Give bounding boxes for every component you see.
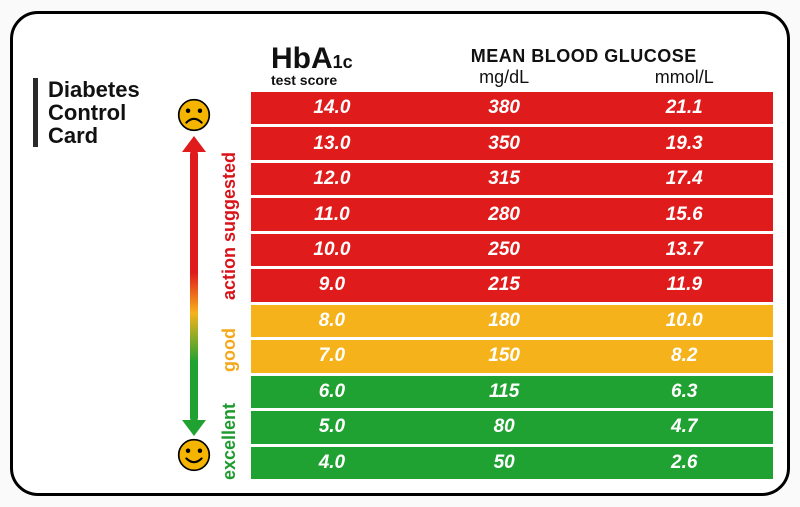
cell-mmol: 19.3 [596, 133, 773, 155]
right-panel: HbA1c test score MEAN BLOOD GLUCOSE mg/d… [251, 24, 773, 479]
cell-mgdl: 250 [413, 239, 596, 261]
section-label: excellent [219, 382, 240, 480]
cell-mmol: 2.6 [596, 452, 773, 474]
cell-mgdl: 115 [413, 381, 596, 403]
title-line-2: Control [48, 101, 140, 124]
cell-mmol: 13.7 [596, 239, 773, 261]
section-label: action suggested [219, 106, 240, 300]
cell-mmol: 6.3 [596, 381, 773, 403]
cell-mmol: 17.4 [596, 168, 773, 190]
table-row: 5.0804.7 [251, 411, 773, 446]
hba1c-sub: 1c [333, 52, 353, 72]
table-row: 9.021511.9 [251, 269, 773, 304]
hba1c-main: HbA [271, 42, 333, 75]
table-row: 14.038021.1 [251, 92, 773, 127]
cell-mgdl: 80 [413, 416, 596, 438]
cell-mgdl: 50 [413, 452, 596, 474]
card-title: Diabetes Control Card [33, 78, 140, 147]
card-inner: Diabetes Control Card acti [27, 24, 773, 479]
title-line-1: Diabetes [48, 78, 140, 101]
title-line-3: Card [48, 124, 140, 147]
column-headers: HbA1c test score MEAN BLOOD GLUCOSE mg/d… [251, 24, 773, 92]
happy-face-icon [177, 438, 211, 472]
cell-hba1c: 9.0 [251, 274, 413, 296]
table-row: 13.035019.3 [251, 127, 773, 162]
table-row: 4.0502.6 [251, 447, 773, 479]
cell-mgdl: 180 [413, 310, 596, 332]
cell-hba1c: 7.0 [251, 345, 413, 367]
cell-mmol: 4.7 [596, 416, 773, 438]
cell-hba1c: 14.0 [251, 97, 413, 119]
cell-hba1c: 5.0 [251, 416, 413, 438]
gradient-arrow [185, 138, 203, 434]
table-row: 12.031517.4 [251, 163, 773, 198]
cell-mgdl: 350 [413, 133, 596, 155]
cell-mgdl: 215 [413, 274, 596, 296]
hba1c-small: test score [271, 72, 413, 88]
table-row: 10.025013.7 [251, 234, 773, 269]
header-mmol: mmol/L [596, 46, 773, 88]
cell-hba1c: 12.0 [251, 168, 413, 190]
cell-mmol: 15.6 [596, 204, 773, 226]
cell-hba1c: 8.0 [251, 310, 413, 332]
table-row: 7.01508.2 [251, 340, 773, 375]
table-row: 8.018010.0 [251, 305, 773, 340]
cell-mmol: 11.9 [596, 274, 773, 296]
diabetes-control-card: Diabetes Control Card acti [10, 11, 790, 496]
left-panel: Diabetes Control Card acti [27, 24, 251, 479]
cell-hba1c: 6.0 [251, 381, 413, 403]
cell-mgdl: 380 [413, 97, 596, 119]
cell-mgdl: 280 [413, 204, 596, 226]
sad-face-icon [177, 98, 211, 132]
cell-hba1c: 4.0 [251, 452, 413, 474]
table-row: 6.01156.3 [251, 376, 773, 411]
mmol-label: mmol/L [596, 67, 773, 88]
header-mgdl: MEAN BLOOD GLUCOSE mg/dL [413, 46, 596, 88]
cell-hba1c: 13.0 [251, 133, 413, 155]
cell-mmol: 21.1 [596, 97, 773, 119]
cell-mmol: 8.2 [596, 345, 773, 367]
glucose-table: 14.038021.113.035019.312.031517.411.0280… [251, 92, 773, 479]
cell-hba1c: 10.0 [251, 239, 413, 261]
section-label: good [219, 312, 240, 372]
mgdl-label: mg/dL [413, 67, 596, 88]
cell-mgdl: 315 [413, 168, 596, 190]
cell-hba1c: 11.0 [251, 204, 413, 226]
table-row: 11.028015.6 [251, 198, 773, 233]
cell-mmol: 10.0 [596, 310, 773, 332]
cell-mgdl: 150 [413, 345, 596, 367]
